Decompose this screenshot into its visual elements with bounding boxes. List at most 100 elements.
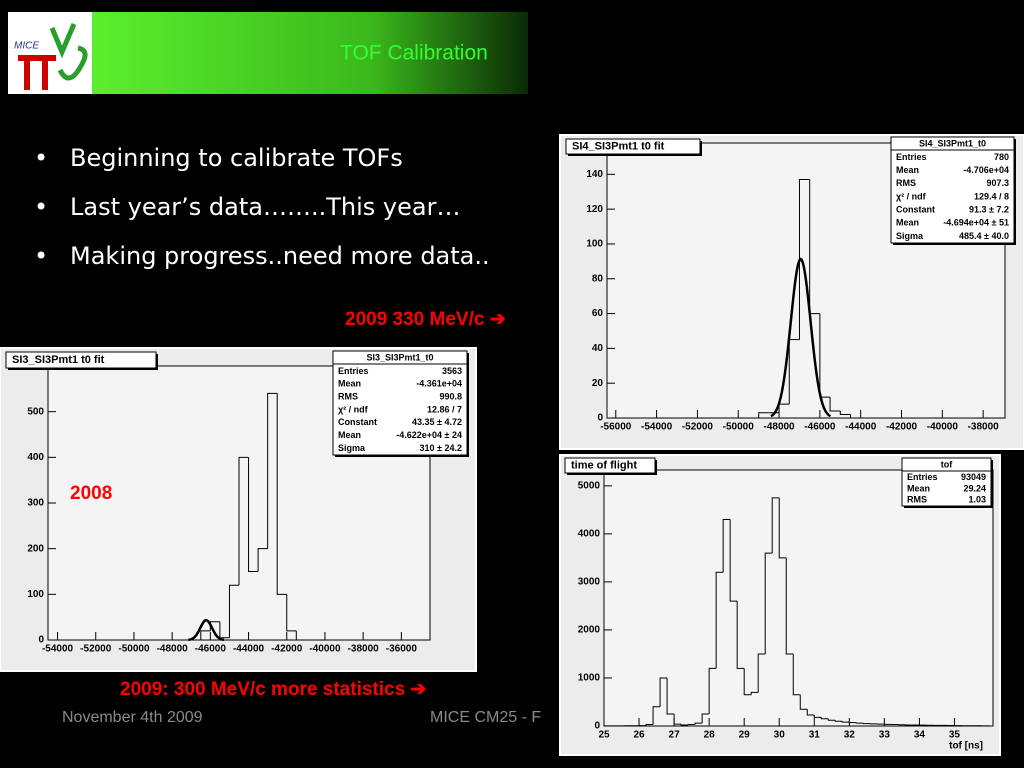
stats-box: [901, 457, 992, 507]
stats-value: 129.4 / 8: [974, 191, 1009, 201]
stats-label: Sigma: [896, 231, 924, 241]
stats-value: 43.35 ± 4.72: [412, 417, 462, 427]
histogram-bin: [758, 412, 769, 418]
y-tick-label: 5000: [578, 480, 601, 491]
y-tick-label: 4000: [578, 529, 601, 540]
x-tick-label: 31: [809, 730, 821, 741]
histogram-bin: [200, 630, 211, 640]
stats-value: 485.4 ± 40.0: [959, 231, 1009, 241]
stats-label: RMS: [896, 178, 916, 188]
stats-label: Sigma: [338, 443, 366, 453]
histogram-title-box: [565, 138, 701, 155]
histogram-bin: [778, 497, 787, 559]
stats-value: -4.622e+04 ± 24: [396, 430, 462, 440]
histogram-bin: [806, 709, 815, 716]
footer-date: November 4th 2009: [62, 709, 203, 726]
bullet: Making progress..need more data..: [34, 236, 490, 276]
x-tick-label: -38000: [348, 644, 380, 655]
histogram-title: time of flight: [571, 459, 637, 471]
footer-event: MICE CM25 - F: [430, 709, 541, 726]
x-tick-label: 29: [739, 730, 751, 741]
x-tick-label: -38000: [968, 422, 1000, 433]
bullet: Last year’s data……..This year…: [34, 187, 490, 227]
y-tick-label: 100: [27, 589, 44, 600]
stats-value: 93049: [961, 472, 986, 482]
histogram-bin: [785, 557, 794, 655]
stats-label: Mean: [907, 483, 930, 493]
stats-value: 1.03: [968, 495, 986, 505]
stats-title: SI4_SI3Pmt1_t0: [919, 138, 986, 148]
histogram-bin: [827, 718, 836, 721]
stats-label: Mean: [896, 218, 919, 228]
histogram-title: SI4_SI3Pmt1 t0 fit: [572, 140, 665, 152]
x-tick-label: -36000: [386, 644, 418, 655]
y-tick-label: 40: [592, 343, 604, 354]
plot-frame: [603, 469, 994, 727]
histogram-bin: [834, 720, 843, 722]
x-tick-label: -56000: [600, 422, 632, 433]
histogram-bin: [849, 414, 861, 419]
header-bar: [8, 12, 528, 94]
annotation: 2008: [70, 483, 112, 504]
logo-text: MICE: [14, 41, 39, 52]
stats-box: [332, 350, 468, 456]
y-tick-label: 0: [594, 721, 600, 732]
histogram-bin: [666, 677, 675, 715]
y-tick-label: 80: [592, 273, 604, 284]
stats-value: 310 ± 24.2: [420, 443, 462, 453]
histogram-bin: [673, 713, 682, 725]
histogram-bin: [659, 677, 668, 707]
histogram-title-box: [5, 351, 157, 369]
y-tick-label: 400: [27, 452, 44, 463]
stats-label: Entries: [896, 152, 927, 162]
histogram-bin: [708, 667, 717, 714]
histogram-title: SI3_SI3Pmt1 t0 fit: [12, 354, 105, 366]
histogram-bin: [276, 393, 287, 595]
histogram-bin: [798, 179, 810, 340]
y-tick-label: 300: [27, 498, 44, 509]
bullet: Beginning to calibrate TOFs: [34, 138, 490, 178]
x-tick-label: -50000: [118, 644, 150, 655]
stats-label: Entries: [907, 472, 938, 482]
logo-box: [8, 12, 92, 94]
histogram-bin: [764, 552, 773, 654]
stats-value: 3563: [442, 366, 462, 376]
histogram-bin: [701, 713, 710, 724]
y-tick-label: 100: [586, 239, 603, 250]
stats-value: 91.3 ± 7.2: [969, 205, 1009, 215]
stats-value: -4.694e+04 ± 51: [943, 218, 1009, 228]
stats-label: RMS: [338, 392, 358, 402]
x-tick-label: 35: [949, 730, 961, 741]
x-tick-label: 33: [879, 730, 891, 741]
histogram-title-box: [564, 457, 656, 474]
slide-title: TOF Calibration: [340, 42, 488, 65]
histogram-bin: [729, 519, 738, 602]
x-tick-label: -46000: [804, 422, 836, 433]
histogram-bin: [792, 653, 801, 696]
histogram-bin: [680, 724, 689, 726]
stats-title: SI3_SI3Pmt1_t0: [366, 352, 433, 362]
histogram-bin: [286, 594, 297, 632]
histogram-bin: [841, 721, 850, 723]
histogram-bin: [295, 630, 306, 641]
stats-value: -4.706e+04: [963, 165, 1009, 175]
y-tick-label: 20: [592, 378, 604, 389]
x-tick-label: 34: [914, 730, 926, 741]
stats-label: χ² / ndf: [338, 404, 369, 414]
stats-label: Mean: [338, 379, 361, 389]
annotation: 2009 330 MeV/c ➔: [345, 309, 506, 330]
y-tick-label: 1000: [578, 673, 601, 684]
stats-value: 12.86 / 7: [427, 404, 462, 414]
histogram-bin: [257, 548, 268, 572]
histogram-bin: [757, 653, 766, 693]
histogram-bin: [238, 456, 249, 586]
logo-pi: [18, 55, 56, 90]
x-tick-label: -40000: [927, 422, 959, 433]
stats-label: Constant: [338, 417, 377, 427]
histogram-bin: [799, 694, 808, 710]
stats-box: [890, 136, 1015, 244]
x-tick-label: -42000: [271, 644, 303, 655]
x-tick-label: -54000: [641, 422, 673, 433]
x-tick-label: 30: [774, 730, 786, 741]
